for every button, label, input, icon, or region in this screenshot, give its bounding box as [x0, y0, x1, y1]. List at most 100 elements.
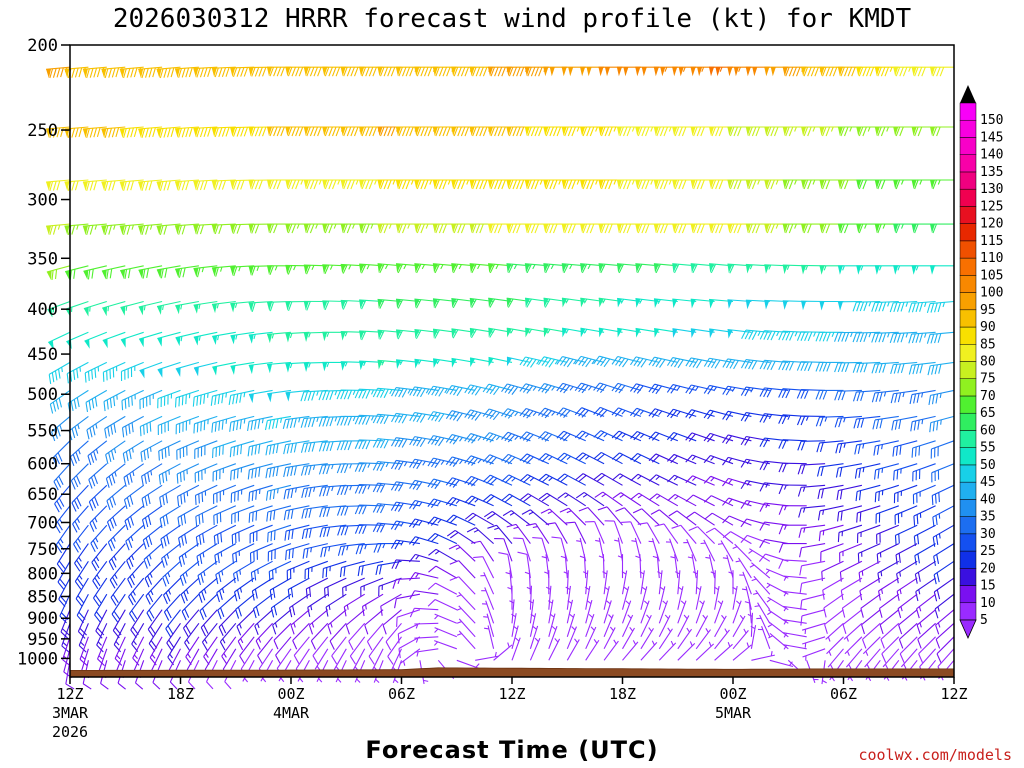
wind-barb	[705, 527, 734, 545]
wind-barb	[686, 511, 715, 526]
wind-barb	[837, 524, 863, 543]
wind-barb	[778, 360, 807, 371]
wind-barb	[211, 300, 236, 314]
pressure-tick-label: 1000	[17, 649, 58, 669]
colorbar-label: 140	[980, 148, 1003, 163]
wind-barb	[709, 179, 733, 190]
wind-barb	[473, 556, 495, 579]
wind-barb	[692, 570, 699, 595]
colorbar-label: 20	[980, 561, 996, 576]
wind-barb	[521, 509, 550, 526]
wind-barb	[480, 572, 495, 595]
wind-barb	[464, 475, 494, 487]
wind-barb	[871, 300, 899, 312]
wind-barb	[566, 638, 580, 661]
wind-barb	[801, 622, 826, 635]
wind-barb	[248, 484, 273, 502]
wind-barb	[177, 484, 200, 506]
wind-barb	[575, 452, 605, 465]
pressure-tick-label: 900	[27, 609, 58, 629]
wind-barb	[890, 389, 918, 404]
wind-barb	[123, 463, 145, 487]
wind-barb	[82, 179, 107, 191]
wind-barb	[228, 389, 255, 406]
wind-barb	[114, 636, 126, 666]
wind-barb	[732, 585, 738, 610]
wind-barb	[464, 433, 494, 444]
wind-barb	[445, 410, 476, 422]
wind-barb	[593, 382, 623, 394]
wind-barb	[483, 494, 513, 507]
wind-barb	[799, 577, 826, 593]
wind-barb	[91, 543, 108, 571]
wind-barb	[677, 600, 687, 624]
wind-barb	[82, 126, 107, 138]
wind-barb	[307, 593, 329, 617]
wind-barb	[547, 599, 554, 624]
wind-barb	[138, 331, 163, 348]
wind-barb	[111, 593, 126, 623]
pressure-tick-label: 950	[27, 630, 58, 650]
wind-barb	[722, 358, 752, 370]
wind-barb	[722, 477, 752, 487]
wind-barb	[157, 415, 181, 436]
wind-barb	[835, 463, 862, 478]
wind-barb	[782, 632, 807, 638]
wind-barb	[428, 565, 458, 579]
wind-barb	[287, 577, 310, 600]
colorbar-label: 100	[980, 286, 1003, 301]
wind-barb	[394, 593, 421, 609]
wind-barb	[92, 560, 108, 590]
wind-barb	[910, 415, 936, 432]
wind-barb	[409, 590, 439, 600]
colorbar-swatch	[959, 326, 977, 345]
wind-barb	[580, 126, 605, 137]
wind-barb	[548, 625, 558, 649]
wind-barb	[714, 628, 730, 650]
wind-barb	[759, 330, 789, 341]
wind-barb	[836, 484, 863, 501]
wind-barb	[354, 483, 384, 494]
wind-barb	[456, 659, 480, 670]
wind-barb	[487, 524, 513, 544]
wind-barb	[750, 625, 757, 649]
wind-barb	[685, 409, 715, 419]
wind-barb	[105, 440, 126, 465]
wind-barb	[621, 570, 628, 595]
wind-barb	[740, 518, 770, 528]
colorbar-label: 90	[980, 320, 996, 335]
colorbar-swatch	[959, 223, 977, 242]
wind-barb	[408, 553, 439, 563]
wind-barb	[192, 389, 218, 407]
wind-barb	[551, 536, 568, 562]
wind-barb	[290, 609, 310, 635]
wind-barb	[621, 521, 642, 544]
wind-barb	[579, 554, 587, 579]
wind-barb	[122, 440, 144, 464]
wind-barb	[409, 386, 439, 398]
wind-barb	[427, 385, 457, 397]
wind-barb	[880, 622, 900, 649]
wind-barb	[212, 484, 237, 504]
wind-barb	[427, 435, 457, 447]
wind-barb	[566, 613, 576, 637]
wind-barb	[506, 356, 531, 367]
wind-barb	[936, 636, 955, 663]
colorbar-label: 25	[980, 544, 996, 559]
wind-barb	[108, 543, 126, 571]
pressure-axis: 200 250 300 350 400 450 500 550 600 650 700 750 800 8…	[17, 36, 70, 669]
wind-barb	[390, 481, 420, 492]
wind-barb	[560, 554, 568, 579]
wind-barb	[556, 356, 586, 368]
wind-barb	[740, 435, 770, 446]
wind-barb	[652, 554, 660, 579]
colorbar-label: 65	[980, 406, 996, 421]
wind-barb	[926, 300, 955, 314]
wind-barb	[603, 600, 612, 624]
wind-barb	[654, 523, 679, 544]
wind-barb	[622, 626, 635, 650]
wind-barb	[544, 570, 550, 595]
wind-barb	[372, 438, 402, 449]
wind-barb	[58, 577, 71, 607]
speed-colorbar: 5 10 15 20 25 30 35 40 45 50 55 60 65 70 75 80 85 90 95 100…	[959, 85, 1003, 639]
